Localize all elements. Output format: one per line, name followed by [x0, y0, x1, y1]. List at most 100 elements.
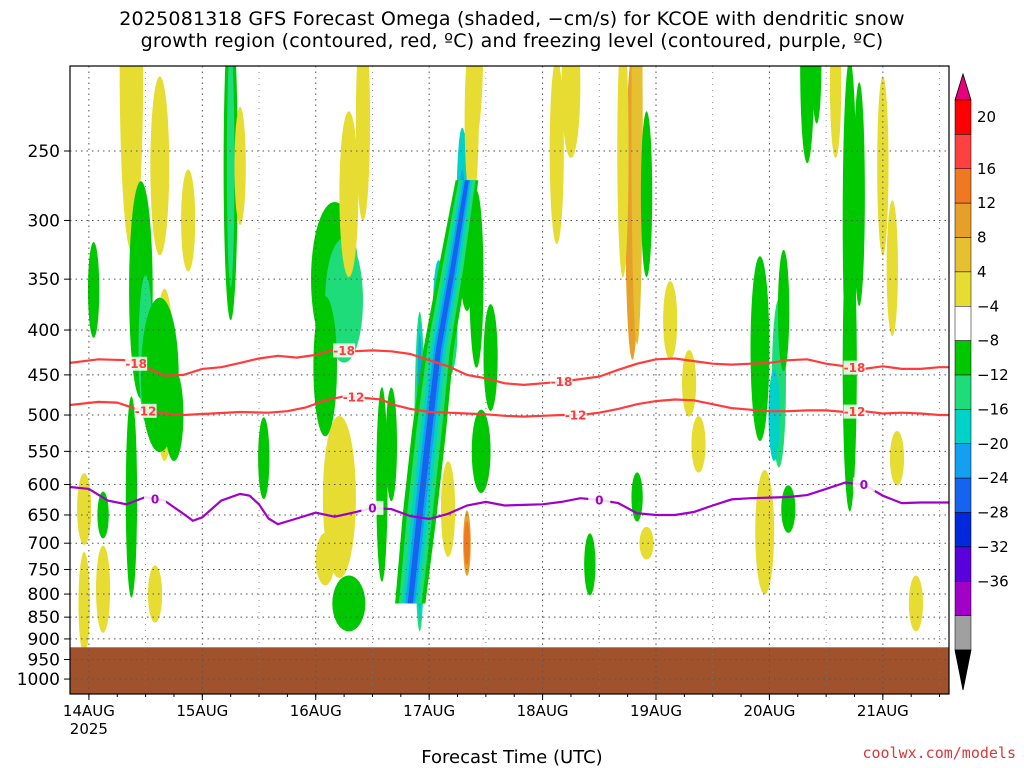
- y-tick-label: 250: [28, 142, 60, 162]
- x-tick-label: 18AUG: [517, 702, 569, 720]
- omega-shade-blob: [181, 169, 196, 272]
- colorbar-swatch: [954, 581, 972, 616]
- colorbar-label: −8: [977, 332, 999, 350]
- omega-shade-blob: [339, 111, 359, 278]
- y-tick-label: 550: [28, 442, 60, 462]
- contour-label: 0: [595, 494, 603, 508]
- omega-shade-blob: [77, 473, 92, 545]
- colorbar-swatch: [954, 477, 972, 513]
- colorbar-top-arrow: [954, 72, 972, 101]
- omega-shade-blob: [87, 242, 100, 338]
- y-tick-label: 500: [28, 406, 60, 426]
- ground-fill: [70, 647, 949, 694]
- colorbar-swatch: [954, 443, 972, 479]
- colorbar-label: −20: [977, 435, 1009, 453]
- omega-shade-blob: [385, 387, 398, 502]
- omega-shade-blob: [332, 575, 366, 632]
- time-axis: 14AUG 15AUG 16AUG 17AUG 18AUG 19AUG 20AUG 21AUG…: [63, 694, 941, 738]
- contour-label-bg: [333, 343, 356, 358]
- omega-shade-blob: [471, 409, 491, 494]
- contour-label: -18: [333, 344, 355, 358]
- contour-label: 0: [860, 478, 868, 492]
- colorbar-label: −24: [977, 469, 1009, 487]
- omega-shade-blob: [313, 296, 338, 437]
- omega-shade-blob: [886, 200, 898, 337]
- omega-shade-blob: [150, 76, 170, 256]
- contour-label-bg: [125, 356, 148, 371]
- omega-shade-blob: [561, 66, 581, 159]
- colorbar-label: −4: [977, 297, 999, 315]
- omega-shade-blob: [889, 430, 905, 486]
- omega-shade-blob: [322, 415, 356, 579]
- colorbar-swatch: [954, 134, 972, 169]
- site-credit: coolwx.com/models: [862, 744, 1016, 762]
- contour-line: [70, 481, 949, 526]
- omega-shade-blob: [617, 66, 629, 278]
- y-tick-label: 1000: [17, 670, 60, 690]
- chart-title-line-2: growth region (contoured, red, ºC) and f…: [140, 30, 884, 52]
- contour-label: -12: [565, 409, 587, 423]
- contour-label-bg: [588, 493, 611, 508]
- omega-shade-blob: [829, 66, 842, 159]
- colorbar-label: −16: [977, 400, 1009, 418]
- gridlines: [70, 66, 949, 694]
- x-tick-label: 21AUG: [857, 702, 909, 720]
- omega-shade-blob: [800, 66, 815, 164]
- colorbar-label: 20: [977, 108, 996, 126]
- contour-label: -12: [343, 391, 365, 405]
- omega-shade-blob: [549, 66, 564, 245]
- colorbar-swatch: [954, 546, 972, 582]
- y-tick-label: 450: [28, 366, 60, 386]
- y-tick-label: 850: [28, 608, 60, 628]
- omega-shade-blob: [639, 526, 654, 560]
- y-tick-label: 650: [28, 506, 60, 526]
- omega-shade-blob: [663, 281, 678, 360]
- x-tick-year-label: 2025: [70, 720, 108, 738]
- temperature-contours: -18 -18 -18 -18 -12 -12 -12 -12 0 0 0 0: [70, 343, 949, 526]
- omega-shade-blob: [811, 66, 822, 124]
- colorbar-label: 16: [977, 160, 996, 178]
- omega-shade-blob: [750, 256, 770, 442]
- colorbar-swatch: [954, 512, 972, 548]
- omega-updraft-band: [407, 180, 469, 604]
- omega-shade-blob: [853, 82, 865, 307]
- contour-label: -12: [844, 405, 866, 419]
- contour-label: 0: [151, 492, 159, 506]
- omega-shade-blob: [691, 416, 706, 473]
- chart-title-line-1: 2025081318 GFS Forecast Omega (shaded, −…: [119, 8, 905, 30]
- omega-shade-blob: [234, 106, 246, 226]
- contour-label-bg: [550, 374, 573, 389]
- omega-shade-blob: [226, 66, 235, 288]
- colorbar-label: −12: [977, 366, 1009, 384]
- y-tick-label: 900: [28, 630, 60, 650]
- omega-shade-blob: [315, 533, 335, 586]
- contour-label-bg: [852, 477, 875, 492]
- omega-shade-blob: [640, 111, 653, 278]
- contour-label-bg: [843, 404, 866, 419]
- omega-shade-blob: [440, 461, 456, 557]
- colorbar-swatch: [954, 237, 972, 273]
- colorbar-label: 12: [977, 194, 996, 212]
- omega-shade-blob: [584, 533, 596, 596]
- omega-shade-blob: [376, 387, 388, 582]
- colorbar-swatch: [954, 202, 972, 238]
- omega-shade-blob: [355, 66, 371, 221]
- y-tick-label: 800: [28, 585, 60, 605]
- plot-frame: [69, 65, 950, 695]
- y-tick-label: 400: [28, 321, 60, 341]
- y-tick-label: 350: [28, 270, 60, 290]
- colorbar-swatch: [954, 340, 972, 376]
- contour-label: 0: [368, 501, 376, 515]
- omega-shade-blob: [777, 249, 790, 372]
- x-tick-label: 14AUG: [63, 702, 115, 720]
- omega-shade-blob: [755, 469, 775, 595]
- omega-shade-blob: [483, 304, 498, 412]
- contour-line: [70, 395, 949, 418]
- contour-label: -18: [844, 361, 866, 375]
- colorbar-swatch: [954, 168, 972, 204]
- x-axis-label: Forecast Time (UTC): [421, 747, 603, 768]
- omega-shading-layer: [77, 66, 924, 655]
- contour-label-bg: [564, 408, 587, 423]
- y-tick-label: 600: [28, 475, 60, 495]
- x-tick-label: 16AUG: [290, 702, 342, 720]
